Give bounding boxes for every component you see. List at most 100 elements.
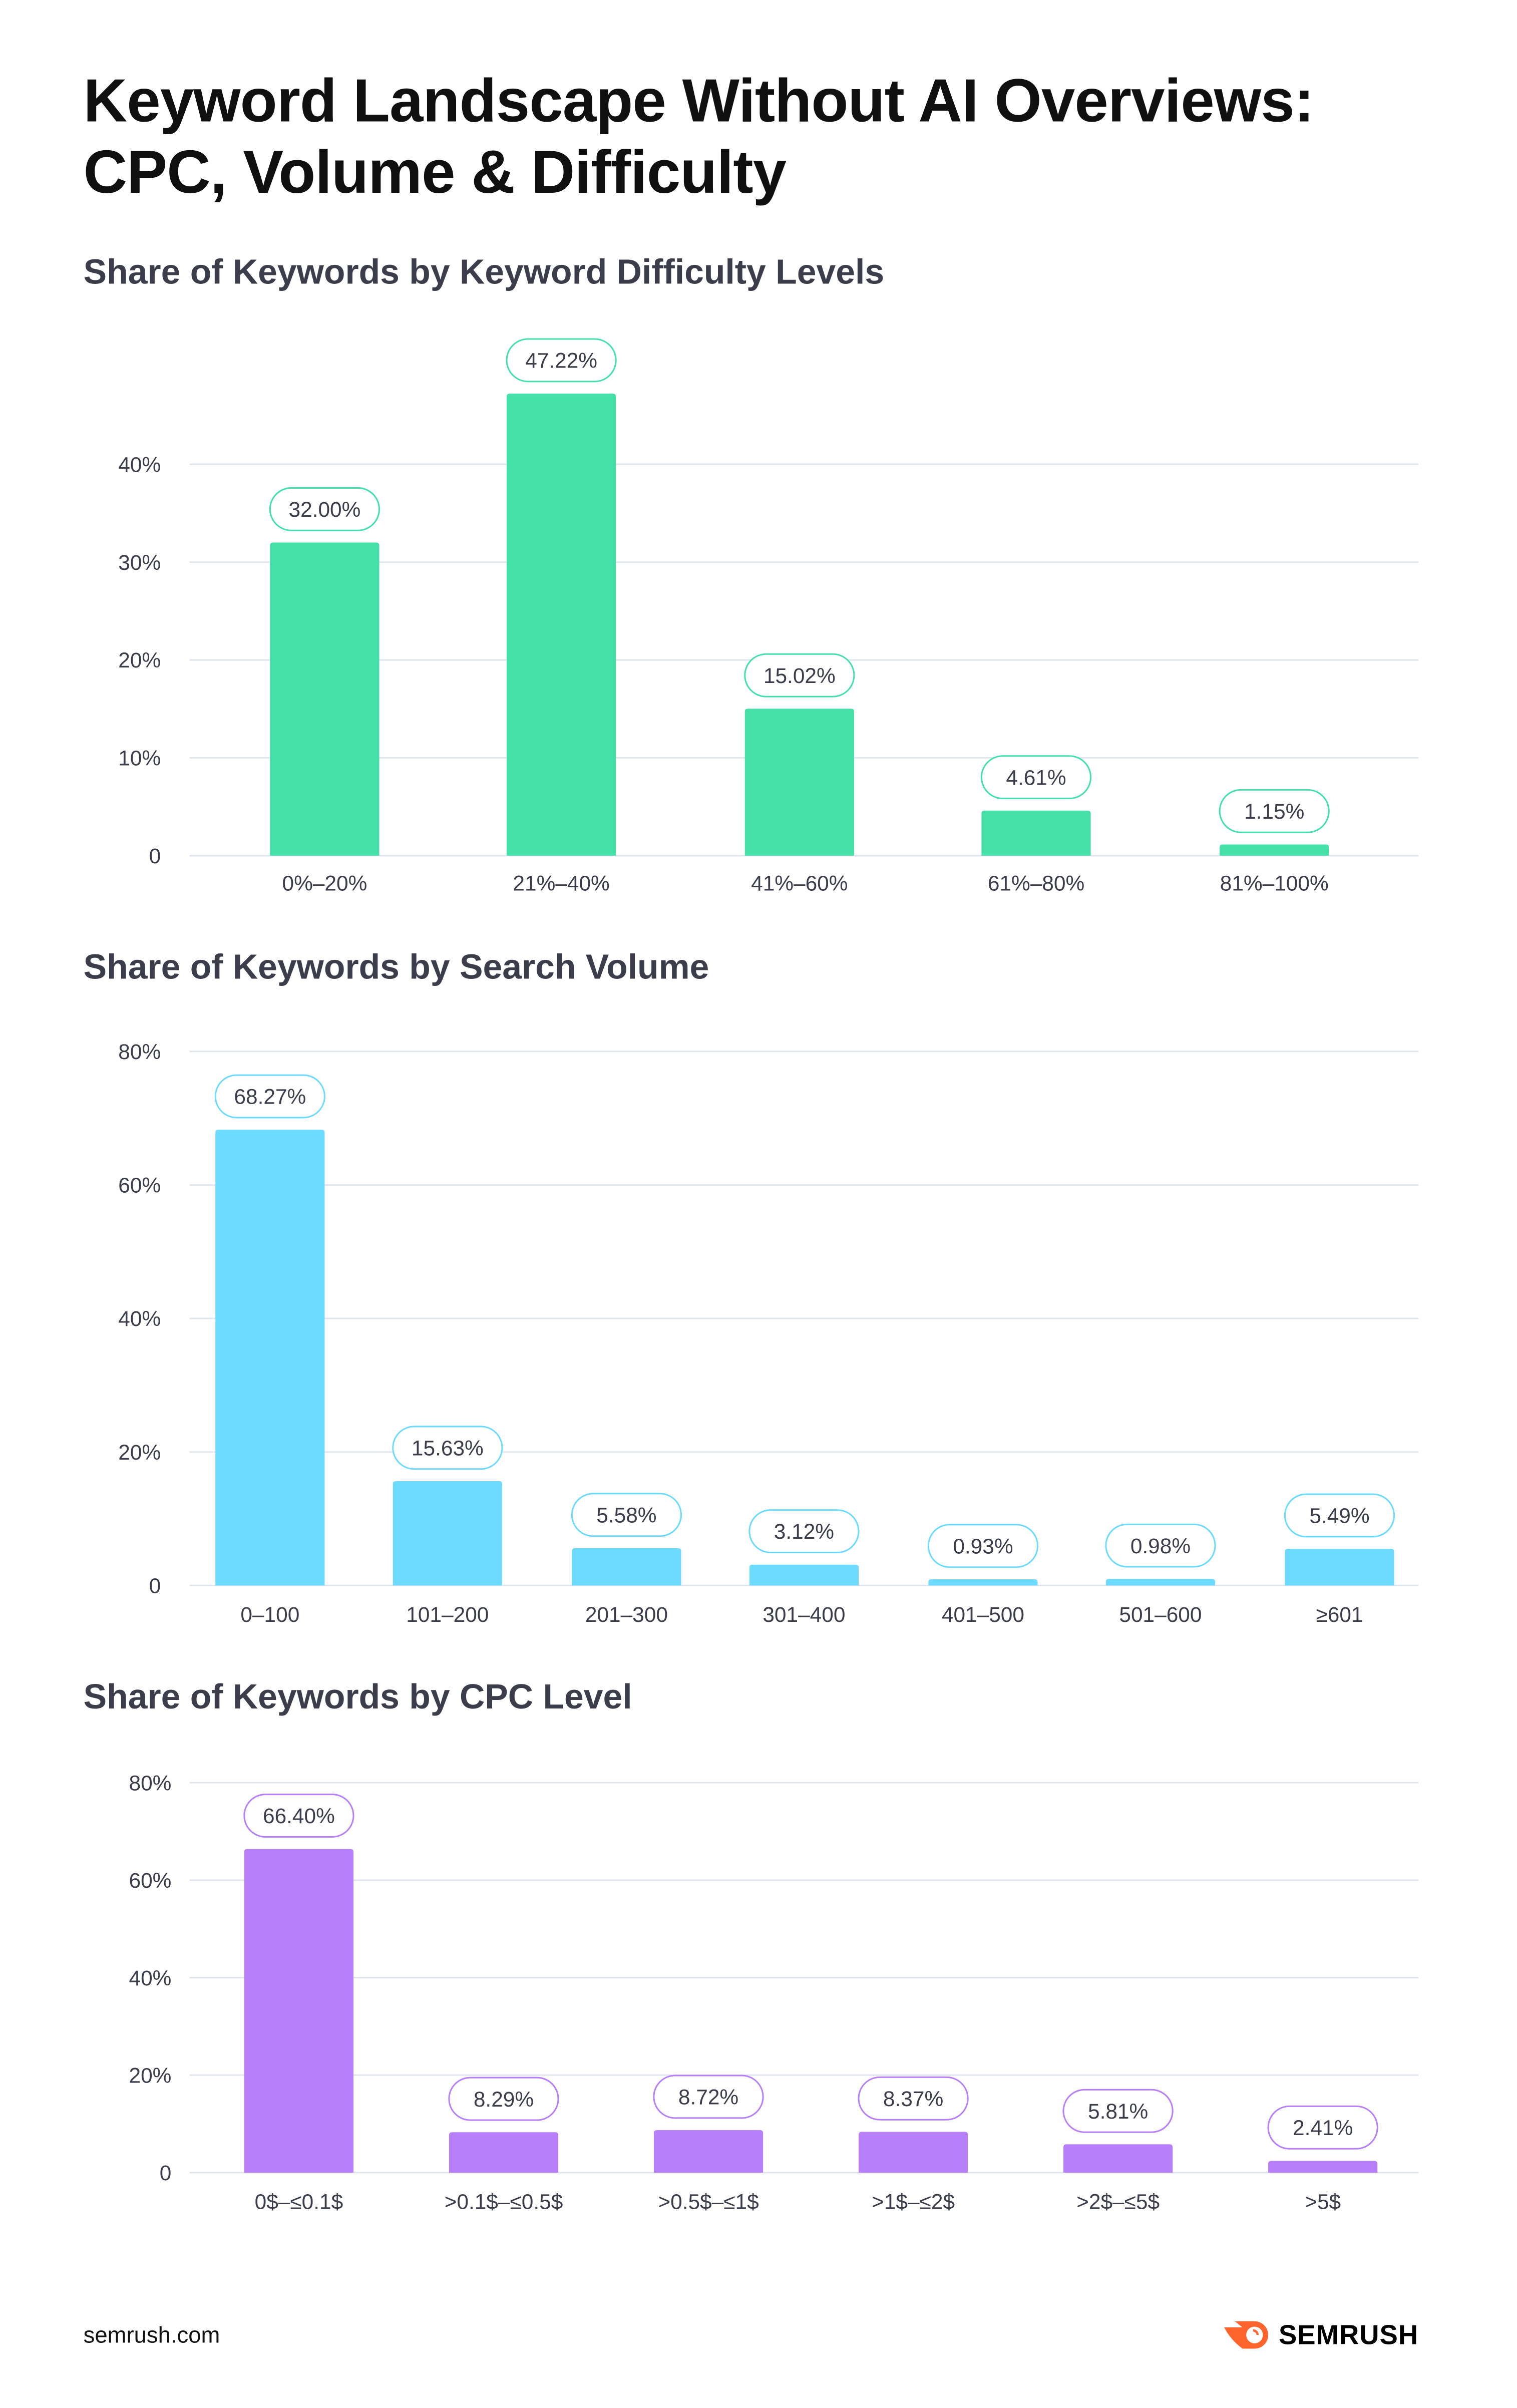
y-tick-label: 60% — [129, 1869, 172, 1892]
value-label: 32.00% — [289, 498, 361, 521]
cpc-bar — [449, 2132, 559, 2173]
x-category-label: 201–300 — [585, 1603, 668, 1626]
value-label: 8.37% — [883, 2087, 943, 2111]
value-label: 5.58% — [596, 1503, 656, 1527]
value-label-pill — [448, 2077, 559, 2121]
value-label-pill — [744, 653, 855, 698]
y-tick-label: 0 — [149, 844, 161, 868]
value-label: 5.49% — [1309, 1504, 1369, 1528]
cpc-bar — [1268, 2161, 1378, 2173]
value-label: 0.93% — [953, 1534, 1013, 1558]
value-label: 2.41% — [1293, 2116, 1353, 2140]
cpc-bar — [858, 2132, 968, 2173]
title-line-1: Keyword Landscape Without AI Overviews: — [83, 68, 1314, 135]
y-tick-label: 80% — [118, 1040, 161, 1064]
volume-bar — [215, 1130, 325, 1586]
x-category-label: 301–400 — [763, 1603, 845, 1626]
volume-bar — [1285, 1549, 1394, 1586]
source-url: semrush.com — [83, 2322, 220, 2349]
x-category-label: 41%–60% — [751, 872, 848, 895]
value-label: 3.12% — [774, 1520, 834, 1543]
x-category-label: 0$–≤0.1$ — [255, 2190, 343, 2214]
x-category-label: 401–500 — [942, 1603, 1024, 1626]
title-line-2: CPC, Volume & Difficulty — [83, 139, 787, 207]
value-label-pill — [392, 1426, 503, 1470]
y-tick-label: 20% — [129, 2063, 172, 2087]
value-label-pill — [1267, 2105, 1378, 2150]
volume-bar — [928, 1579, 1038, 1586]
y-tick-label: 20% — [118, 1441, 161, 1464]
x-category-label: 0%–20% — [282, 872, 367, 895]
value-label-pill — [571, 1493, 682, 1537]
value-label-pill — [506, 338, 617, 383]
value-label-pill — [858, 2076, 969, 2121]
x-category-label: 501–600 — [1119, 1603, 1202, 1626]
semrush-fireball-icon — [1224, 2321, 1268, 2349]
value-label-pill — [1105, 1523, 1216, 1568]
chart-title-cpc: Share of Keywords by CPC Level — [83, 1676, 632, 1716]
value-label-pill — [927, 1524, 1039, 1568]
x-category-label: >2$–≤5$ — [1076, 2190, 1160, 2214]
x-category-label: 61%–80% — [988, 872, 1084, 895]
cpc-bar — [653, 2130, 764, 2173]
y-tick-label: 0 — [149, 1574, 161, 1598]
value-label: 4.61% — [1006, 766, 1066, 789]
volume-bar — [393, 1481, 502, 1586]
value-label-pill — [980, 755, 1092, 800]
difficulty-bar — [981, 810, 1091, 856]
value-label-pill — [748, 1509, 860, 1554]
value-label: 5.81% — [1088, 2100, 1148, 2123]
value-label: 0.98% — [1130, 1534, 1191, 1558]
value-label: 1.15% — [1244, 800, 1304, 823]
x-category-label: >5$ — [1305, 2190, 1341, 2214]
volume-bar — [1105, 1579, 1216, 1586]
volume-bar — [749, 1564, 859, 1586]
x-category-label: ≥601 — [1316, 1603, 1363, 1626]
difficulty-bar — [507, 394, 616, 856]
x-category-label: >0.5$–≤1$ — [658, 2190, 758, 2214]
value-label: 68.27% — [234, 1085, 306, 1109]
value-label: 47.22% — [525, 349, 597, 373]
value-label-pill — [243, 1794, 354, 1838]
value-label: 15.63% — [412, 1436, 484, 1460]
volume-bar — [572, 1548, 681, 1586]
value-label-pill — [1284, 1493, 1395, 1538]
difficulty-bar — [1220, 844, 1329, 856]
x-category-label: 21%–40% — [513, 872, 609, 895]
value-label-pill — [269, 487, 381, 531]
value-label-pill — [1062, 2089, 1174, 2133]
page-title: Keyword Landscape Without AI Overviews: … — [84, 67, 1314, 209]
y-tick-label: 60% — [118, 1174, 161, 1197]
value-label: 15.02% — [764, 664, 836, 687]
x-category-label: 101–200 — [406, 1603, 489, 1626]
semrush-logo: SEMRUSH — [1221, 2318, 1418, 2352]
value-label: 8.72% — [678, 2086, 738, 2109]
value-label-pill — [214, 1074, 325, 1119]
y-tick-label: 80% — [129, 1771, 172, 1795]
y-tick-label: 30% — [118, 551, 161, 574]
value-label-pill — [1219, 789, 1330, 833]
difficulty-bar — [270, 542, 380, 856]
value-label: 66.40% — [263, 1804, 335, 1828]
y-tick-label: 10% — [118, 747, 161, 770]
y-tick-label: 0 — [160, 2161, 172, 2185]
y-tick-label: 40% — [118, 1307, 161, 1330]
x-category-label: 0–100 — [240, 1603, 299, 1626]
x-category-label: >0.1$–≤0.5$ — [445, 2190, 563, 2214]
y-tick-label: 40% — [118, 453, 161, 476]
x-category-label: 81%–100% — [1220, 872, 1329, 895]
brand-name: SEMRUSH — [1278, 2319, 1419, 2349]
y-tick-label: 20% — [118, 648, 161, 672]
chart-title-volume: Share of Keywords by Search Volume — [83, 946, 709, 986]
y-tick-label: 40% — [129, 1966, 172, 1990]
x-category-label: >1$–≤2$ — [872, 2190, 955, 2214]
chart-title-difficulty: Share of Keywords by Keyword Difficulty … — [83, 251, 885, 291]
cpc-bar — [1063, 2144, 1173, 2173]
cpc-bar — [244, 1849, 353, 2173]
value-label-pill — [653, 2075, 764, 2119]
difficulty-bar — [744, 709, 854, 856]
